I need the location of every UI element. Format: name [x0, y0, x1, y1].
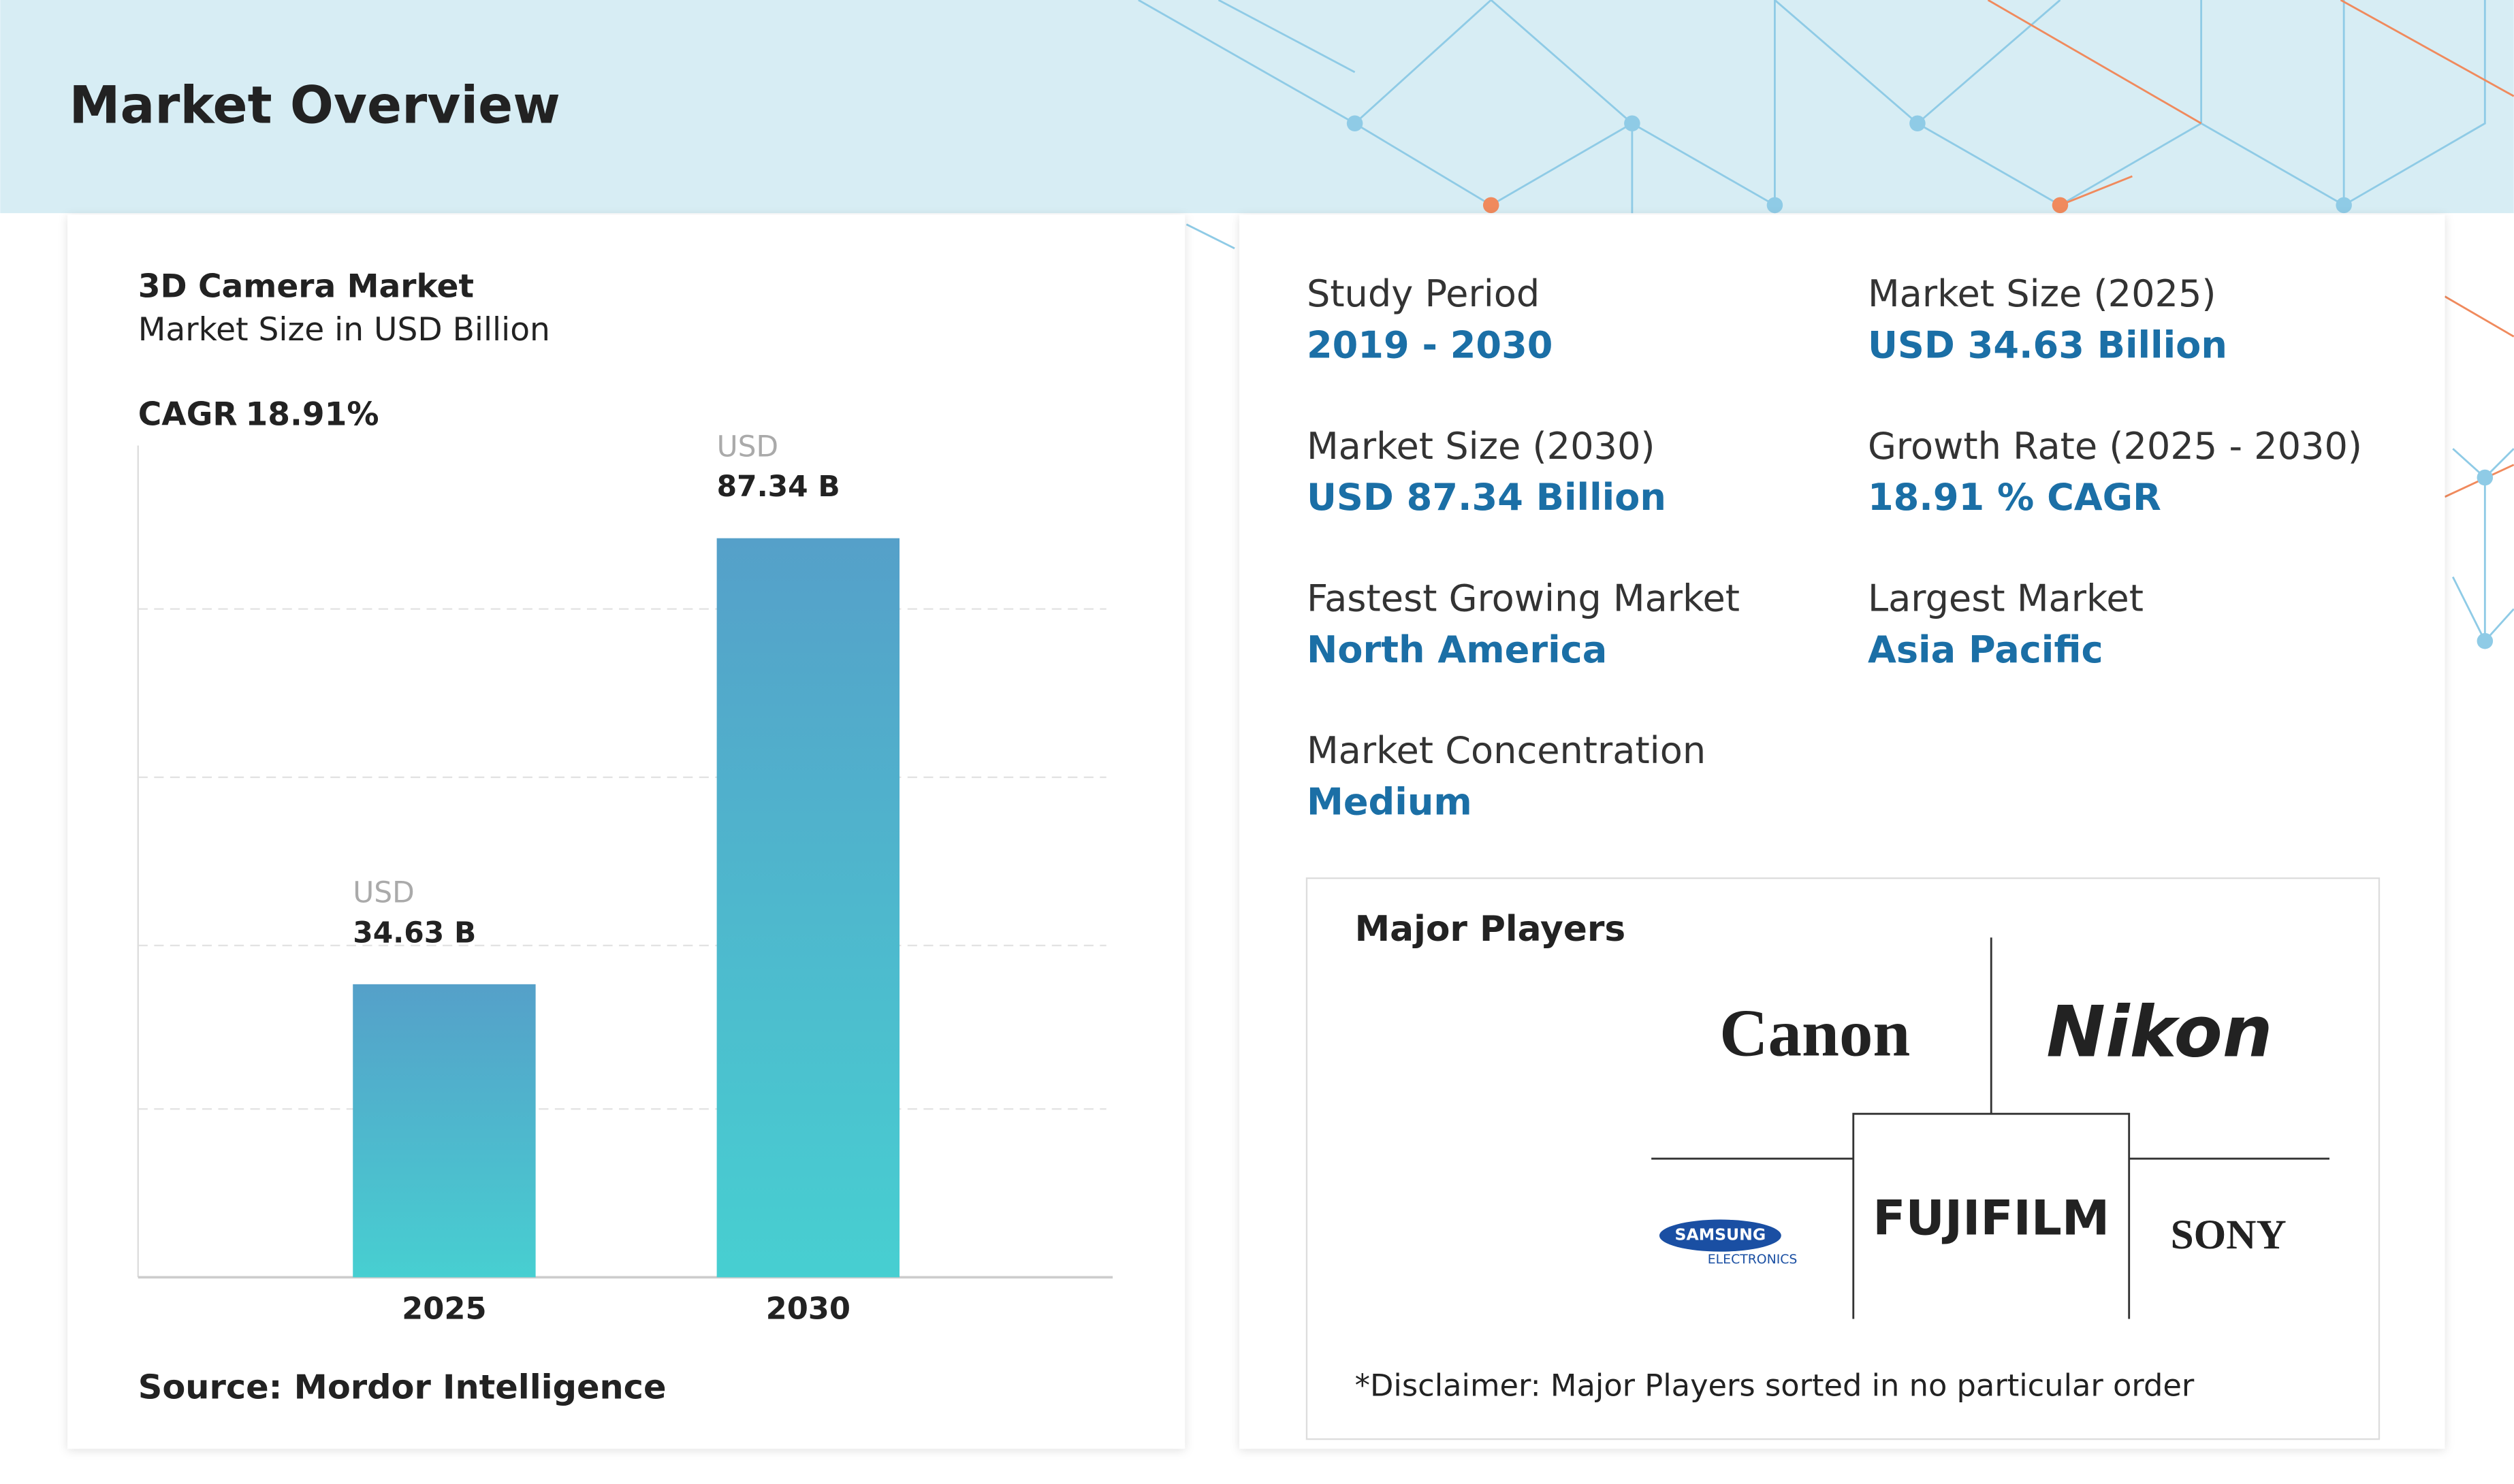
logo-samsung-oval [1659, 1219, 1781, 1252]
stat-label: Largest Market [1868, 577, 2144, 619]
decor-dots [1346, 115, 2494, 649]
value-label: 34.63 B [353, 916, 476, 949]
stat-value: North America [1307, 628, 1607, 671]
cagr-label: CAGR [138, 396, 238, 434]
plot-guides [138, 608, 1107, 1110]
stat-value: USD 87.34 Billion [1307, 476, 1666, 519]
x-tick-label: 2030 [766, 1291, 850, 1327]
stat-value: USD 34.63 Billion [1868, 324, 2227, 367]
players-title: Major Players [1355, 909, 1626, 950]
decor-dots-accent [1482, 197, 2069, 214]
stat-value: Medium [1307, 780, 1472, 823]
bar [716, 538, 900, 1278]
header-band [0, 0, 2514, 214]
logo-samsung-sub: ELECTRONICS [1708, 1253, 1798, 1267]
logo-fujifilm: FUJIFILM [1873, 1189, 2110, 1246]
stat-value: Asia Pacific [1868, 628, 2103, 671]
chart-subtitle: Market Size in USD Billion [138, 311, 550, 349]
stat-label: Growth Rate (2025 - 2030) [1868, 425, 2362, 468]
cagr-value: 18.91% [245, 396, 379, 434]
logo-samsung: SAMSUNG [1675, 1225, 1766, 1244]
decor-lines-accent [1987, 0, 2514, 498]
source: Source: Mordor Intelligence [138, 1368, 667, 1407]
value-label-unit: USD [717, 430, 779, 463]
disclaimer: *Disclaimer: Major Players sorted in no … [1355, 1368, 2195, 1404]
value-label-unit: USD [353, 876, 415, 909]
stat-label: Market Concentration [1307, 729, 1706, 772]
chart-card [67, 214, 1186, 1449]
chart-title: 3D Camera Market [138, 268, 474, 305]
logo-grid [1651, 937, 2329, 1319]
bar [353, 984, 536, 1278]
x-tick-label: 2025 [402, 1291, 486, 1327]
stat-value: 2019 - 2030 [1307, 324, 1553, 367]
stat-value: 18.91 % CAGR [1868, 476, 2161, 519]
stat-label: Market Size (2025) [1868, 272, 2216, 315]
stat-label: Study Period [1307, 272, 1540, 315]
stat-label: Market Size (2030) [1307, 425, 1655, 468]
value-label: 87.34 B [717, 470, 840, 503]
logo-canon: Canon [1719, 997, 1910, 1071]
logo-sony: SONY [2171, 1212, 2287, 1258]
stat-label: Fastest Growing Market [1307, 577, 1740, 619]
logo-nikon: Nikon [2046, 991, 2272, 1073]
page-title: Market Overview [69, 76, 560, 135]
